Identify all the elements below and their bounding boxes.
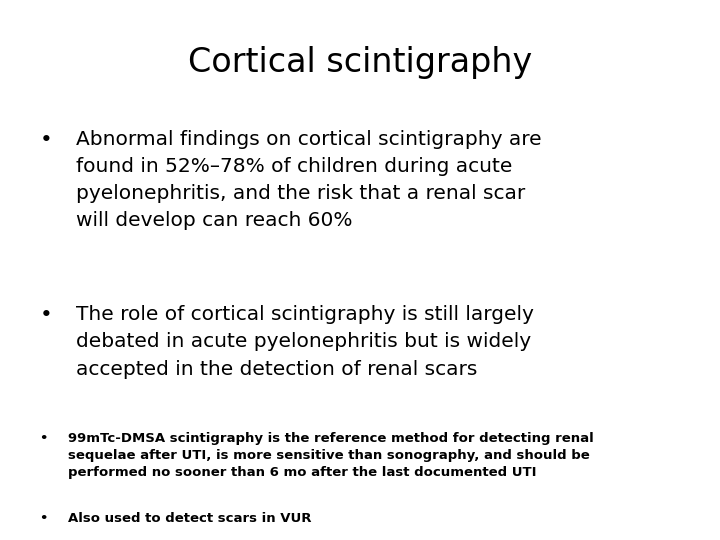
Text: •: •: [40, 305, 53, 325]
Text: •: •: [40, 432, 48, 445]
Text: Abnormal findings on cortical scintigraphy are
found in 52%–78% of children duri: Abnormal findings on cortical scintigrap…: [76, 130, 541, 231]
Text: 99mTc-DMSA scintigraphy is the reference method for detecting renal
sequelae aft: 99mTc-DMSA scintigraphy is the reference…: [68, 432, 594, 479]
Text: Also used to detect scars in VUR: Also used to detect scars in VUR: [68, 512, 312, 525]
Text: Cortical scintigraphy: Cortical scintigraphy: [188, 46, 532, 79]
Text: •: •: [40, 130, 53, 150]
Text: The role of cortical scintigraphy is still largely
debated in acute pyelonephrit: The role of cortical scintigraphy is sti…: [76, 305, 534, 379]
Text: •: •: [40, 512, 48, 525]
